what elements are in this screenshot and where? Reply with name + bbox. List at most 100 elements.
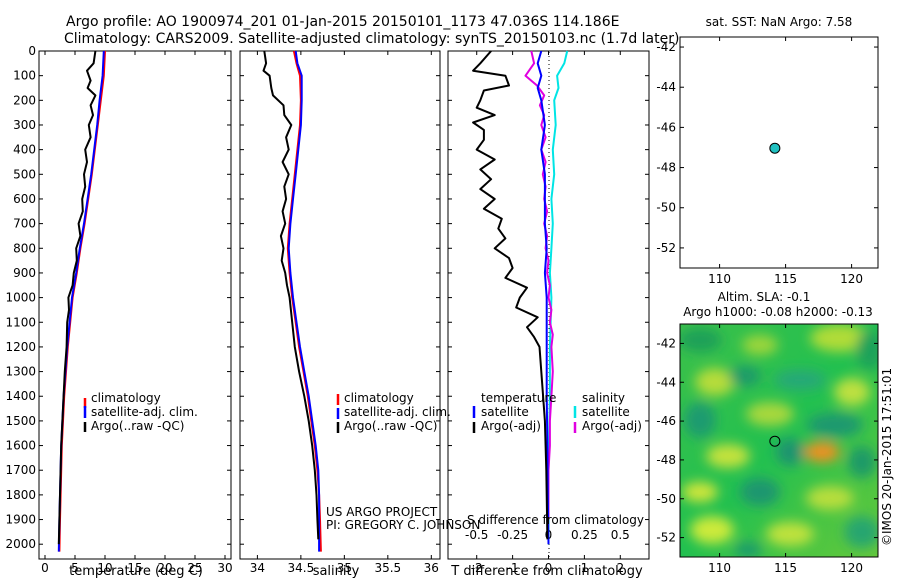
map-x-tick-label: 120 xyxy=(840,561,863,575)
imos-timestamp: ©IMOS 20-Jan-2015 17:51:01 xyxy=(880,368,894,546)
sla-map: Altim. SLA: -0.1 Argo h1000: -0.08 h2000… xyxy=(656,290,879,575)
sla-plot-frame xyxy=(679,323,879,558)
map-y-tick-label: -52 xyxy=(656,241,676,255)
salinity-plot-frame xyxy=(239,50,441,560)
map-y-tick-label: -48 xyxy=(656,453,676,467)
depth-tick-label: 400 xyxy=(13,143,36,157)
x-tick-label: -1 xyxy=(507,561,519,575)
s-diff-tick-label: -0.25 xyxy=(497,528,528,542)
salinity-legend: climatology satellite-adj. clim. Argo(..… xyxy=(336,391,451,433)
salinity-profile-chart: 34 34.5 35 35.5 36 salinity climatology sate… xyxy=(239,50,480,579)
legend-header-temperature: temperature xyxy=(481,391,556,405)
x-tick-label: 0 xyxy=(41,561,49,575)
legend-label-climatology: climatology xyxy=(91,391,161,405)
temperature-series xyxy=(57,50,106,552)
legend-label-argo: Argo(..raw -QC) xyxy=(344,419,437,433)
sst-plot-frame xyxy=(679,36,879,269)
depth-tick-label: 100 xyxy=(13,69,36,83)
depth-tick-label: 800 xyxy=(13,241,36,255)
x-tick-label: 2 xyxy=(616,561,624,575)
depth-tick-label: 600 xyxy=(13,192,36,206)
x-tick-label: 35.5 xyxy=(374,561,401,575)
depth-tick-label: 2000 xyxy=(5,537,36,551)
temperature-legend: climatology satellite-adj. clim. Argo(..… xyxy=(83,391,198,433)
map-y-tick-label: -46 xyxy=(656,120,676,134)
s-difference-label: S difference from climatology xyxy=(467,513,644,527)
argo-position-marker xyxy=(769,142,781,154)
map-y-tick-label: -42 xyxy=(656,336,676,350)
salinity-satellite-line xyxy=(547,50,569,545)
x-tick-label: 34 xyxy=(250,561,265,575)
s-diff-tick-label: 0.25 xyxy=(571,528,598,542)
map-x-tick-label: 115 xyxy=(774,272,797,286)
satellite-clim-line xyxy=(57,50,105,552)
depth-tick-label: 1800 xyxy=(5,488,36,502)
salinity-depth-ticks xyxy=(240,50,440,545)
depth-tick-label: 1400 xyxy=(5,389,36,403)
depth-tick-label: 500 xyxy=(13,167,36,181)
x-tick-label: 1 xyxy=(581,561,589,575)
s-diff-tick-label: 0.5 xyxy=(611,528,630,542)
x-tick-label: 20 xyxy=(157,561,172,575)
legend-label-sal-satellite: satellite xyxy=(582,405,630,419)
temperature-x-label: temperature (deg C) xyxy=(69,564,203,579)
sla-title-line-2: Argo h1000: -0.08 h2000: -0.13 xyxy=(683,305,873,319)
legend-label-temp-satellite: satellite xyxy=(481,405,529,419)
depth-tick-label: 1300 xyxy=(5,365,36,379)
x-tick-label: 5 xyxy=(71,561,79,575)
salinity-x-label: salinity xyxy=(313,564,360,579)
project-pi: PI: GREGORY C. JOHNSON xyxy=(326,518,480,532)
difference-legend: temperature salinity satellite Argo(-adj… xyxy=(472,391,642,433)
map-y-tick-label: -50 xyxy=(656,492,676,506)
depth-tick-label: 300 xyxy=(13,118,36,132)
depth-tick-label: 1900 xyxy=(5,513,36,527)
map-y-tick-label: -50 xyxy=(656,201,676,215)
legend-label-climatology: climatology xyxy=(344,391,414,405)
depth-tick-label: 900 xyxy=(13,266,36,280)
sla-points xyxy=(769,435,781,447)
map-x-tick-label: 115 xyxy=(774,561,797,575)
temperature-x-axis: 0 5 10 15 20 25 30 xyxy=(41,51,233,575)
argo-line xyxy=(262,50,320,540)
map-y-tick-label: -48 xyxy=(656,161,676,175)
x-tick-label: 34.5 xyxy=(288,561,315,575)
map-y-tick-label: -44 xyxy=(656,375,676,389)
map-y-tick-label: -46 xyxy=(656,414,676,428)
x-tick-label: 0 xyxy=(545,561,553,575)
s-diff-tick-label: -0.5 xyxy=(465,528,488,542)
depth-tick-label: 1700 xyxy=(5,463,36,477)
header-line-1: Argo profile: AO 1900974_201 01-Jan-2015… xyxy=(66,14,619,30)
salinity-series xyxy=(262,50,322,552)
depth-tick-label: 1200 xyxy=(5,340,36,354)
depth-tick-label: 0 xyxy=(28,44,36,58)
map-x-tick-label: 110 xyxy=(708,272,731,286)
map-y-tick-label: -52 xyxy=(656,531,676,545)
legend-label-argo: Argo(..raw -QC) xyxy=(91,419,184,433)
depth-tick-label: 1600 xyxy=(5,439,36,453)
depth-tick-label: 1500 xyxy=(5,414,36,428)
sst-title: sat. SST: NaN Argo: 7.58 xyxy=(706,15,853,29)
argo-line xyxy=(57,50,97,545)
temperature-argo-line xyxy=(472,50,549,540)
header-line-2: Climatology: CARS2009. Satellite-adjuste… xyxy=(64,31,679,47)
depth-tick-label: 200 xyxy=(13,93,36,107)
depth-tick-label: 700 xyxy=(13,217,36,231)
x-tick-label: 35 xyxy=(337,561,352,575)
map-y-tick-label: -42 xyxy=(656,40,676,54)
x-tick-label: 36 xyxy=(424,561,439,575)
temperature-profile-chart: 0100200300400500600700800900100011001200… xyxy=(5,44,232,579)
sla-heatmap-field xyxy=(680,324,878,557)
legend-header-salinity: salinity xyxy=(582,391,625,405)
x-tick-label: 25 xyxy=(187,561,202,575)
salinity-x-axis: 34 34.5 35 35.5 36 xyxy=(250,51,439,575)
sst-location-map: sat. SST: NaN Argo: 7.58 110 115 120 -42 -44… xyxy=(656,15,879,286)
difference-x-axis: -2 -1 0 1 2 xyxy=(471,51,624,575)
temperature-satellite-line xyxy=(536,50,550,545)
x-tick-label: -2 xyxy=(471,561,483,575)
salinity-argo-line xyxy=(524,50,554,520)
argo-position-marker xyxy=(769,435,781,447)
legend-label-satellite: satellite-adj. clim. xyxy=(344,405,451,419)
sst-axes: 110 115 120 -42 -44 -46 -48 -50 -52 xyxy=(656,37,878,286)
legend-label-satellite: satellite-adj. clim. xyxy=(91,405,198,419)
t-difference-label: T difference from climatology xyxy=(450,564,643,579)
